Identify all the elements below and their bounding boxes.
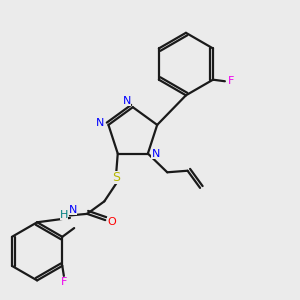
- Text: F: F: [61, 277, 67, 287]
- Text: F: F: [228, 76, 235, 86]
- Text: N: N: [95, 118, 104, 128]
- Text: N: N: [123, 96, 131, 106]
- Text: N: N: [152, 148, 160, 158]
- Text: O: O: [107, 217, 116, 227]
- Text: S: S: [112, 171, 120, 184]
- Text: H: H: [59, 210, 68, 220]
- Text: N: N: [69, 205, 77, 215]
